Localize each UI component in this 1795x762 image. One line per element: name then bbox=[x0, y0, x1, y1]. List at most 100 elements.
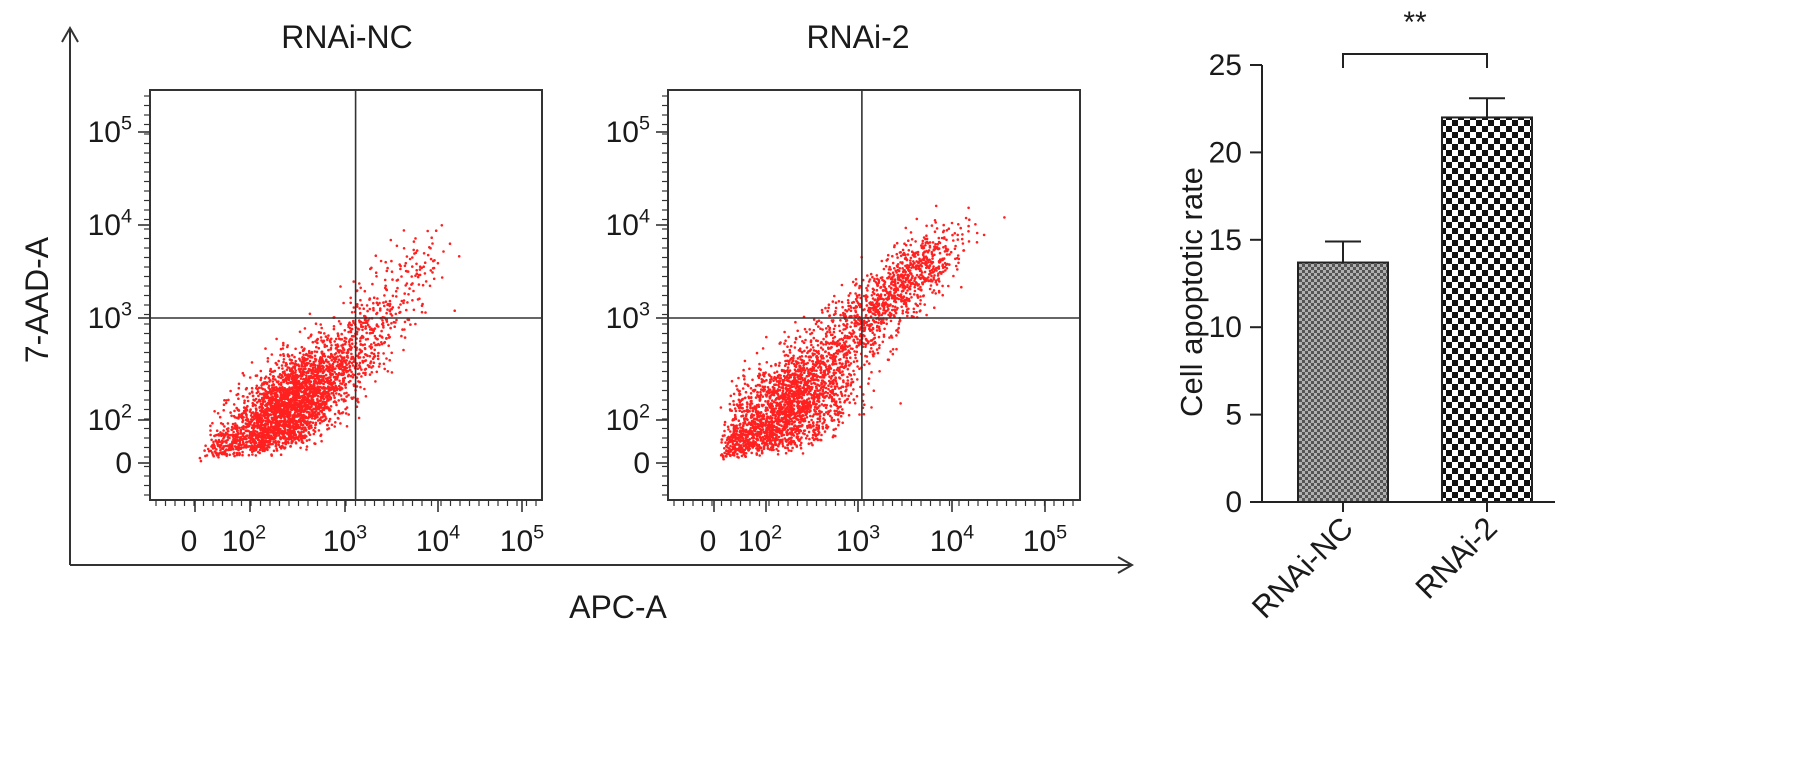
event-dot bbox=[270, 353, 274, 356]
event-dot bbox=[801, 400, 804, 404]
event-dot bbox=[241, 440, 245, 444]
event-dot bbox=[414, 274, 417, 278]
event-dot bbox=[316, 341, 319, 345]
event-dot bbox=[223, 399, 226, 402]
event-dot bbox=[236, 435, 240, 439]
event-dot bbox=[311, 372, 315, 375]
event-dot bbox=[388, 335, 392, 339]
event-dot bbox=[310, 417, 314, 420]
event-dot bbox=[302, 430, 305, 434]
event-dot bbox=[293, 414, 297, 418]
event-dot bbox=[343, 336, 347, 340]
event-dot bbox=[426, 229, 430, 233]
event-dot bbox=[812, 373, 816, 376]
event-dot bbox=[299, 404, 303, 407]
event-dot bbox=[279, 376, 283, 380]
event-dot bbox=[738, 423, 741, 427]
event-dot bbox=[350, 352, 353, 356]
event-dot bbox=[314, 393, 317, 397]
event-dot bbox=[251, 394, 255, 398]
event-dot bbox=[262, 392, 266, 395]
event-dot bbox=[335, 392, 338, 395]
event-dot bbox=[815, 406, 819, 409]
event-dot bbox=[298, 425, 301, 429]
event-dot bbox=[314, 322, 318, 326]
event-dot bbox=[766, 386, 770, 389]
event-dot bbox=[805, 346, 809, 349]
event-dot bbox=[316, 415, 319, 419]
event-dot bbox=[809, 339, 813, 342]
event-dot bbox=[300, 345, 304, 349]
event-dot bbox=[819, 371, 823, 375]
event-dot bbox=[214, 452, 218, 455]
event-dot bbox=[270, 437, 274, 441]
event-dot bbox=[399, 264, 402, 268]
event-dot bbox=[271, 429, 275, 433]
event-dot bbox=[285, 413, 289, 417]
event-dot bbox=[432, 266, 436, 270]
event-dot bbox=[368, 307, 372, 311]
event-dot bbox=[290, 353, 294, 357]
event-dot bbox=[815, 369, 818, 373]
event-dot bbox=[359, 286, 363, 290]
event-dot bbox=[794, 370, 798, 373]
event-dot bbox=[242, 446, 245, 449]
event-dot bbox=[765, 406, 769, 410]
event-dot bbox=[820, 433, 823, 437]
event-dot bbox=[303, 403, 307, 407]
event-dot bbox=[350, 323, 354, 327]
event-dot bbox=[304, 384, 307, 387]
event-dot bbox=[281, 436, 284, 439]
event-dot bbox=[342, 301, 345, 305]
event-dot bbox=[235, 440, 238, 443]
event-dot bbox=[263, 416, 267, 420]
event-dot bbox=[333, 396, 336, 400]
event-dot bbox=[790, 449, 793, 453]
event-dot bbox=[813, 352, 816, 356]
event-dot bbox=[308, 407, 312, 411]
event-dot bbox=[780, 369, 784, 373]
event-dot bbox=[803, 327, 807, 331]
event-dot bbox=[322, 379, 326, 383]
event-dot bbox=[777, 416, 780, 420]
event-dot bbox=[729, 409, 732, 412]
event-dot bbox=[265, 427, 268, 431]
event-dot bbox=[303, 414, 306, 418]
event-dot bbox=[831, 419, 834, 423]
event-dot bbox=[877, 335, 881, 339]
event-dot bbox=[271, 405, 275, 409]
event-dot bbox=[230, 425, 234, 429]
event-dot bbox=[289, 433, 293, 437]
event-dot bbox=[371, 357, 375, 361]
event-dot bbox=[305, 362, 308, 365]
event-dot bbox=[360, 375, 363, 378]
event-dot bbox=[245, 434, 249, 437]
event-dot bbox=[786, 388, 789, 392]
event-dot bbox=[267, 429, 270, 432]
event-dot bbox=[239, 428, 243, 432]
event-dot bbox=[273, 414, 276, 417]
event-dot bbox=[881, 340, 885, 344]
event-dot bbox=[344, 386, 348, 389]
event-dot bbox=[337, 392, 341, 396]
event-dot bbox=[350, 346, 353, 350]
event-dot bbox=[391, 278, 394, 281]
event-dot bbox=[335, 403, 338, 407]
x-tick-label: 102 bbox=[222, 521, 266, 558]
event-dot bbox=[241, 371, 245, 375]
flow-plot-rnai-nc-title: RNAi-NC bbox=[281, 19, 413, 55]
event-dot bbox=[364, 395, 368, 398]
event-dot bbox=[232, 430, 235, 434]
event-dot bbox=[238, 453, 241, 457]
event-dot bbox=[319, 434, 322, 438]
event-dot bbox=[258, 398, 261, 402]
event-dot bbox=[372, 352, 376, 356]
event-dot bbox=[798, 412, 801, 416]
event-dot bbox=[395, 244, 399, 248]
event-dot bbox=[844, 364, 847, 368]
event-dot bbox=[291, 362, 295, 365]
event-dot bbox=[352, 280, 356, 283]
event-dot bbox=[351, 356, 354, 359]
event-dot bbox=[297, 388, 300, 392]
event-dot bbox=[359, 385, 362, 389]
